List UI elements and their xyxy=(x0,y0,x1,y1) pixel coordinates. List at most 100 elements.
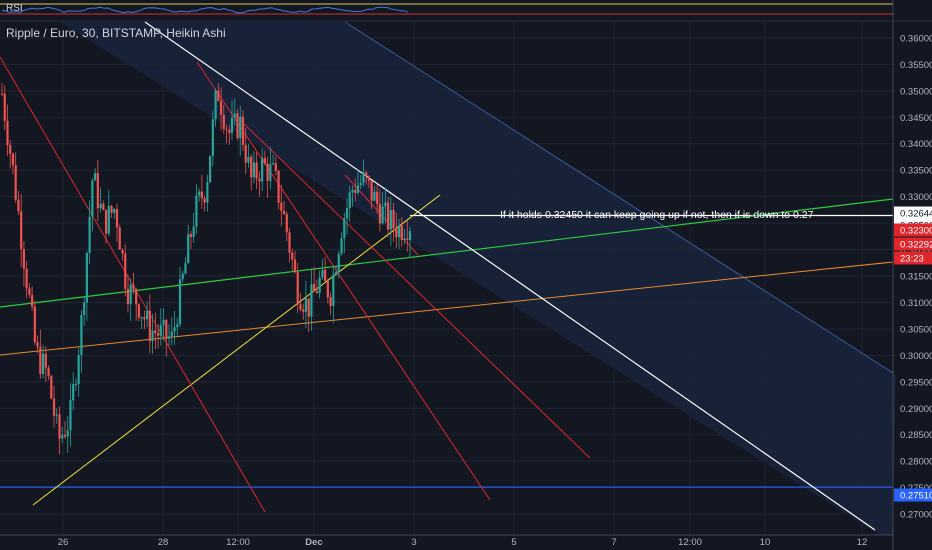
candle-body xyxy=(274,163,277,171)
candle-body xyxy=(403,238,406,240)
candle-body xyxy=(282,211,286,215)
rsi-indicator-label[interactable]: RSI xyxy=(6,3,23,14)
candle-body xyxy=(258,178,261,182)
candle-body xyxy=(395,227,398,238)
price-badge xyxy=(894,223,932,237)
green-trendline xyxy=(0,198,894,308)
candle-body xyxy=(252,162,256,178)
chart-title: Ripple / Euro, 30, BITSTAMP, Heikin Ashi xyxy=(6,26,226,40)
candle-body xyxy=(28,288,31,295)
candle-body xyxy=(6,120,9,146)
candle-body xyxy=(384,202,387,207)
candle-body xyxy=(343,218,346,239)
candle-body xyxy=(233,113,236,118)
chart-annotation: If it holds 0.32450 it can keep going up… xyxy=(500,209,814,221)
y-tick-label: 0.28000 xyxy=(900,457,932,468)
x-tick-label: 12:00 xyxy=(678,537,702,548)
candle-body xyxy=(299,304,302,310)
candle-body xyxy=(91,180,94,217)
rsi-line xyxy=(1,6,409,14)
candle-body xyxy=(129,284,132,304)
candle-body xyxy=(356,185,360,193)
candle-body xyxy=(88,216,91,253)
candle-body xyxy=(219,100,223,115)
candle-body xyxy=(386,202,390,230)
y-tick-label: 0.33000 xyxy=(900,192,932,203)
price-badge-label: 23:23 xyxy=(900,254,924,265)
candle-body xyxy=(170,331,173,337)
white-downtrend-line xyxy=(144,21,876,531)
candle-body xyxy=(17,199,20,212)
candle-body xyxy=(9,145,12,154)
candle-body xyxy=(14,165,17,200)
candle-body xyxy=(41,353,45,375)
candle-body xyxy=(340,238,343,254)
candle-body xyxy=(83,302,86,316)
candle-body xyxy=(367,176,371,181)
x-tick-label: 12 xyxy=(857,537,868,548)
candle-body xyxy=(329,297,332,306)
candle-body xyxy=(132,284,135,290)
candle-body xyxy=(318,277,321,294)
candle-body xyxy=(189,234,193,237)
candle-body xyxy=(50,376,53,399)
candle-body xyxy=(58,414,61,439)
y-tick-label: 0.35500 xyxy=(900,60,932,71)
candle-body xyxy=(72,384,75,401)
candle-body xyxy=(313,284,316,292)
candle-body xyxy=(389,210,392,230)
candle-body xyxy=(66,430,69,437)
candle-body xyxy=(244,144,247,163)
candle-body xyxy=(392,210,395,228)
candle-body xyxy=(47,367,50,377)
candle-body xyxy=(408,231,412,241)
y-tick-label: 0.34500 xyxy=(900,113,932,124)
candle-body xyxy=(209,155,212,183)
candle-body xyxy=(277,170,280,203)
candle-body xyxy=(99,203,102,209)
candle-body xyxy=(351,189,354,193)
candle-body xyxy=(225,128,228,130)
candle-body xyxy=(302,309,305,312)
candle-body xyxy=(96,173,99,209)
candle-body xyxy=(217,90,220,101)
candle-body xyxy=(165,319,168,339)
candle-body xyxy=(176,324,179,328)
candle-body xyxy=(69,400,72,431)
x-tick-label: Dec xyxy=(305,537,322,548)
candle-body xyxy=(230,117,234,133)
y-tick-label: 0.28500 xyxy=(900,430,932,441)
candle-body xyxy=(241,116,245,145)
x-tick-label: 5 xyxy=(511,537,516,548)
candle-body xyxy=(77,355,80,385)
candle-body xyxy=(102,203,105,210)
candle-body xyxy=(113,209,116,213)
candle-body xyxy=(118,227,121,250)
candle-body xyxy=(55,414,58,416)
candle-body xyxy=(162,319,165,326)
x-tick-label: 26 xyxy=(58,537,69,548)
candle-body xyxy=(247,156,250,163)
price-badge xyxy=(894,251,932,265)
candle-body xyxy=(178,279,182,325)
candle-body xyxy=(195,195,198,227)
candle-body xyxy=(126,288,130,304)
x-tick-label: 28 xyxy=(158,537,169,548)
candle-body xyxy=(304,298,308,312)
price-badge xyxy=(894,237,932,251)
price-badge xyxy=(894,206,932,220)
candle-body xyxy=(0,93,4,95)
price-badge-label: 0.32644 xyxy=(900,209,932,220)
candle-body xyxy=(255,162,258,179)
candle-body xyxy=(280,202,283,212)
y-tick-label: 0.31000 xyxy=(900,298,932,309)
candle-body xyxy=(307,298,310,317)
price-badge xyxy=(894,488,932,502)
candle-body xyxy=(345,207,349,219)
candle-body xyxy=(135,289,138,305)
x-tick-label: 10 xyxy=(760,537,771,548)
candle-body xyxy=(397,225,401,238)
candle-body xyxy=(148,310,151,342)
